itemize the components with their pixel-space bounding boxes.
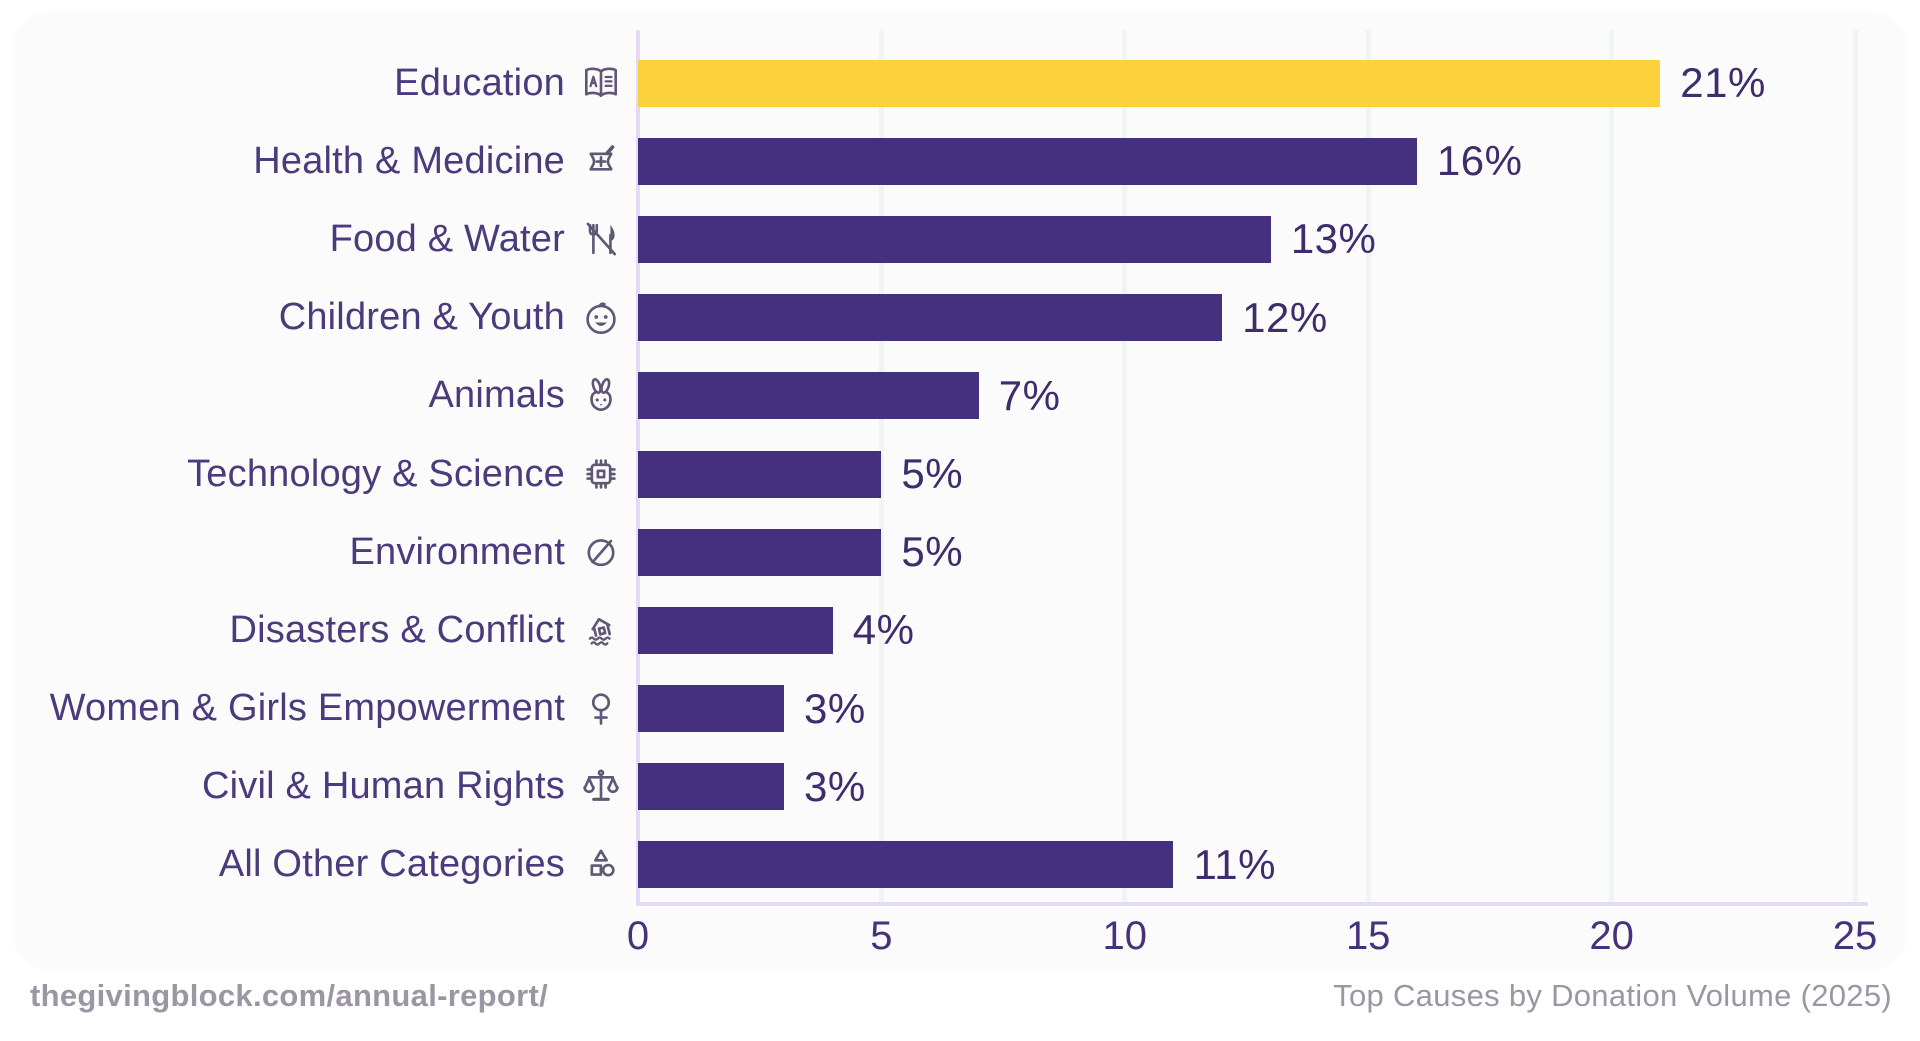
rabbit-icon [580, 375, 622, 417]
category-label-cell: Technology & Science [12, 453, 638, 496]
bar-cell: 3% [638, 748, 1855, 826]
x-axis-ticks: 0 5 10 15 20 25 [12, 914, 1908, 970]
bar-rows: Education 21% Health & Medicine 16% Food & W… [12, 44, 1908, 904]
shapes-icon [580, 844, 622, 886]
category-label: Women & Girls Empowerment [49, 687, 565, 730]
chart-row: Women & Girls Empowerment 3% [12, 670, 1908, 748]
bar-cell: 16% [638, 122, 1855, 200]
x-tick-label: 0 [626, 914, 650, 958]
baby-smiley-icon [580, 297, 622, 339]
category-label-cell: Education [12, 62, 638, 105]
bar [638, 137, 1417, 185]
chart-title: Top Causes by Donation Volume (2025) [1333, 978, 1892, 1013]
chart-row: Environment 5% [12, 513, 1908, 591]
bar-cell: 3% [638, 670, 1855, 748]
book-icon [580, 62, 622, 104]
chart-card: Education 21% Health & Medicine 16% Food & W… [12, 12, 1908, 970]
category-label-cell: Animals [12, 374, 638, 417]
chart-row: Children & Youth 12% [12, 279, 1908, 357]
bar-cell: 5% [638, 435, 1855, 513]
category-label-cell: Civil & Human Rights [12, 765, 638, 808]
bar [638, 528, 882, 576]
scales-icon [580, 766, 622, 808]
category-label-cell: Women & Girls Empowerment [12, 687, 638, 730]
value-label: 12% [1242, 293, 1328, 341]
x-tick-label: 5 [870, 914, 893, 958]
category-label: All Other Categories [218, 843, 565, 886]
category-label-cell: Environment [12, 531, 638, 574]
category-label-cell: Children & Youth [12, 296, 638, 339]
bar [638, 450, 882, 498]
chart-row: Technology & Science 5% [12, 435, 1908, 513]
category-label: Disasters & Conflict [229, 608, 565, 651]
value-label: 4% [852, 606, 915, 654]
footer: thegivingblock.com/annual-report/ Top Ca… [30, 978, 1892, 1014]
category-label: Environment [349, 530, 565, 573]
value-label: 5% [901, 450, 964, 498]
category-label: Children & Youth [278, 296, 565, 339]
venus-icon [580, 688, 622, 730]
bar [638, 215, 1271, 263]
category-label: Health & Medicine [253, 139, 565, 182]
value-label: 16% [1436, 137, 1523, 185]
chart-row: Education 21% [12, 44, 1908, 122]
flood-house-icon [580, 609, 622, 651]
bar-cell: 21% [638, 44, 1855, 122]
bar [638, 685, 785, 733]
category-label: Food & Water [329, 217, 565, 260]
category-label-cell: Food & Water [12, 218, 638, 261]
category-label: Technology & Science [187, 452, 565, 495]
chart-row: Health & Medicine 16% [12, 122, 1908, 200]
value-label: 13% [1290, 215, 1377, 263]
bar-cell: 4% [638, 591, 1855, 669]
bar-cell: 13% [638, 200, 1855, 278]
value-label: 5% [901, 528, 964, 576]
bar-cell: 12% [638, 279, 1855, 357]
category-label: Civil & Human Rights [202, 765, 565, 808]
leaf-icon [580, 531, 622, 573]
value-label: 3% [804, 684, 866, 732]
x-tick-label: 10 [1102, 914, 1148, 958]
category-label: Education [394, 61, 565, 104]
bar [638, 606, 833, 654]
bar [638, 763, 785, 811]
bar-cell: 5% [638, 513, 1855, 591]
bar [638, 841, 1174, 889]
x-tick-label: 15 [1345, 914, 1391, 958]
category-label-cell: All Other Categories [12, 843, 638, 886]
category-label-cell: Health & Medicine [12, 140, 638, 183]
utensils-slash-icon [580, 218, 622, 260]
chart-row: Disasters & Conflict 4% [12, 591, 1908, 669]
mortar-pestle-icon [580, 140, 622, 182]
bar [638, 294, 1223, 342]
value-label: 3% [804, 762, 866, 810]
category-label: Animals [428, 374, 565, 417]
chart-row: Civil & Human Rights 3% [12, 748, 1908, 826]
value-label: 11% [1193, 840, 1276, 888]
value-label: 21% [1680, 59, 1766, 107]
cpu-chip-icon [580, 453, 622, 495]
source-url: thegivingblock.com/annual-report/ [30, 978, 549, 1013]
bar [638, 372, 979, 420]
category-label-cell: Disasters & Conflict [12, 609, 638, 652]
x-tick-label: 25 [1832, 914, 1878, 958]
chart-row: Food & Water 13% [12, 200, 1908, 278]
x-axis-line [636, 902, 1868, 906]
bar-cell: 11% [638, 826, 1855, 904]
x-tick-label: 20 [1589, 914, 1634, 958]
chart-row: Animals 7% [12, 357, 1908, 435]
chart-row: All Other Categories 11% [12, 826, 1908, 904]
bar-cell: 7% [638, 357, 1855, 435]
bar [638, 59, 1661, 107]
value-label: 7% [998, 371, 1061, 419]
